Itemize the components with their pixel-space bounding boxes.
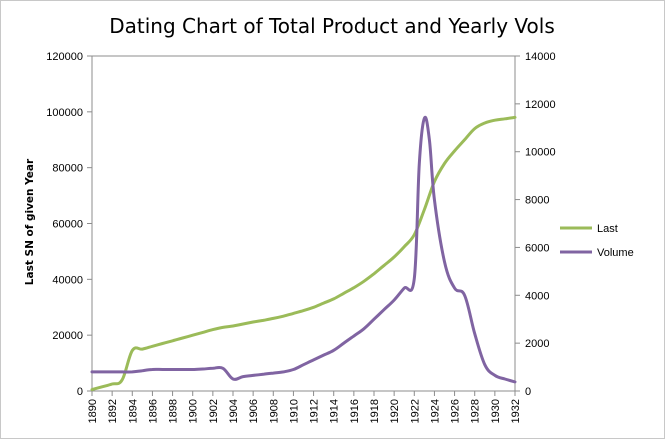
x-tick-label: 1924 (429, 399, 441, 423)
x-tick-label: 1920 (389, 399, 401, 423)
series-line-last (90, 115, 517, 392)
axes: 0 20000 40000 60000 80000 100000 120000 0 2000 40… (46, 51, 555, 423)
x-tick-label: 1916 (349, 399, 361, 423)
x-tick-label: 1922 (409, 399, 421, 423)
x-tick-label: 1894 (127, 399, 139, 423)
legend-label-volume: Volume (597, 247, 634, 259)
y-right-tick-label: 2000 (525, 338, 549, 350)
y-right-tick-label: 6000 (525, 242, 549, 254)
y-left-tick-label: 120000 (46, 51, 83, 63)
x-tick-label: 1914 (329, 399, 341, 423)
x-tick-label: 1926 (450, 399, 462, 423)
legend: Last Volume (560, 223, 634, 259)
y-left-tick-label: 20000 (52, 330, 83, 342)
x-tick-label: 1902 (208, 399, 220, 423)
legend-label-last: Last (597, 223, 618, 235)
x-tick-label: 1928 (470, 399, 482, 423)
x-tick-label: 1890 (87, 399, 99, 423)
x-tick-label: 1904 (228, 399, 240, 423)
chart-title: Dating Chart of Total Product and Yearly… (109, 14, 555, 38)
x-tick-label: 1912 (309, 399, 321, 423)
series-line-volume (90, 115, 517, 384)
series-lines (90, 115, 517, 392)
y-left-tick-label: 80000 (52, 163, 83, 175)
x-tick-label: 1892 (107, 399, 119, 423)
y-right-tick-label: 14000 (525, 51, 556, 63)
x-tick-label: 1906 (248, 399, 260, 423)
x-tick-label: 1910 (288, 399, 300, 423)
y-right-tick-label: 10000 (525, 147, 556, 159)
y-right-tick-label: 8000 (525, 195, 549, 207)
y-left-tick-label: 60000 (52, 219, 83, 231)
y-left-tick-label: 0 (77, 386, 83, 398)
x-tick-label: 1898 (168, 399, 180, 423)
x-tick-label: 1896 (147, 399, 159, 423)
y-left-tick-label: 100000 (46, 107, 83, 119)
x-tick-label: 1930 (490, 399, 502, 423)
y-axis-label: Last SN of given Year (24, 158, 36, 285)
x-tick-label: 1908 (268, 399, 280, 423)
y-right-tick-label: 0 (525, 386, 531, 398)
y-right-tick-label: 4000 (525, 290, 549, 302)
x-tick-label: 1932 (510, 399, 522, 423)
x-tick-label: 1900 (188, 399, 200, 423)
x-tick-label: 1918 (369, 399, 381, 423)
y-right-tick-label: 12000 (525, 99, 556, 111)
y-left-tick-label: 40000 (52, 274, 83, 286)
